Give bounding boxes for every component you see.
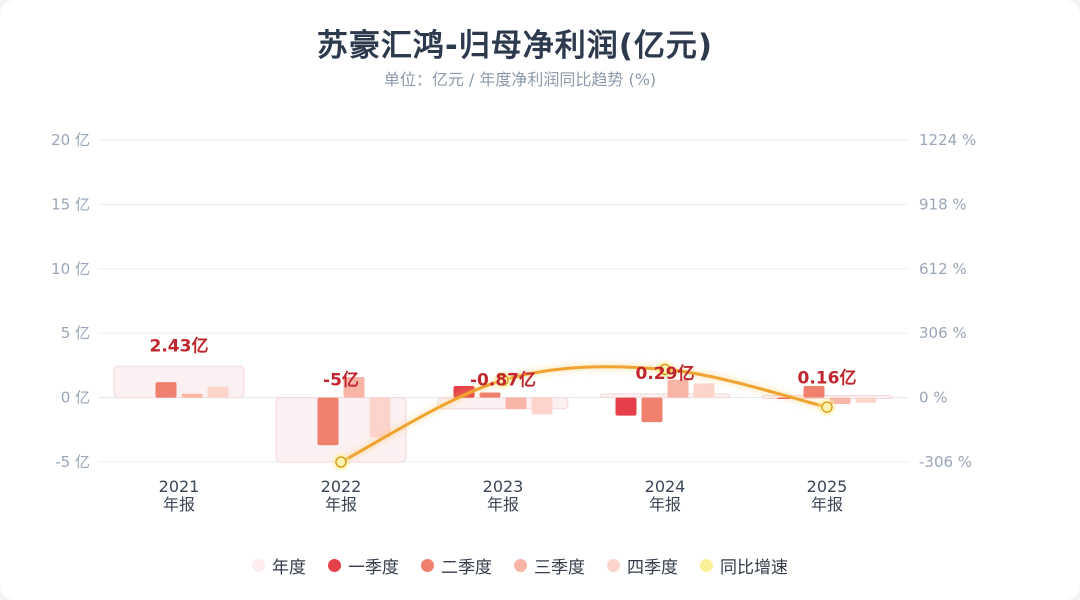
x-axis-tick: 2022 年报 (321, 477, 362, 514)
legend-label: 三季度 (534, 558, 585, 578)
quarter-bar (667, 379, 689, 398)
legend-swatch (252, 559, 265, 572)
legend-label: 一季度 (348, 558, 399, 578)
chart-title: 苏豪汇鸿-归母净利润(亿元) (316, 28, 714, 64)
quarter-bar (369, 397, 391, 438)
yoy-point (659, 363, 671, 376)
legend-item[interactable]: 四季度 (607, 553, 678, 578)
legend-label: 二季度 (441, 558, 492, 578)
y-axis-right-tick: 918 % (919, 195, 967, 213)
quarter-bar (855, 397, 877, 403)
quarter-bar (531, 397, 553, 415)
legend-label: 四季度 (627, 558, 678, 578)
legend-swatch (421, 559, 434, 572)
legend-label: 同比增速 (720, 558, 788, 578)
legend-item[interactable]: 三季度 (514, 553, 585, 578)
quarter-bar (641, 397, 663, 423)
quarter-bar (343, 376, 365, 398)
y-axis-right-tick: 612 % (919, 260, 967, 278)
legend-swatch (607, 559, 620, 572)
annual-value-label: 0.29亿 (636, 363, 695, 384)
y-axis-right-tick: 306 % (919, 324, 967, 342)
legend-item[interactable]: 年度 (252, 553, 306, 578)
annual-value-label: -0.87亿 (470, 370, 536, 391)
quarter-bar (207, 386, 229, 398)
x-axis-tick: 2023 年报 (483, 477, 524, 514)
yoy-point (497, 374, 509, 386)
yoy-line-glow (339, 363, 828, 465)
legend-label: 年度 (272, 558, 306, 578)
y-axis-right-tick: 1224 % (919, 131, 976, 149)
y-axis-right-tick: -306 % (919, 453, 972, 471)
y-axis-left-tick: 5 亿 (61, 324, 90, 342)
quarter-bar (155, 382, 177, 398)
x-axis-tick: 2025 年报 (807, 477, 848, 514)
annual-value-label: 0.16亿 (798, 368, 857, 389)
y-axis-left-tick: -5 亿 (55, 453, 90, 471)
yoy-point (335, 456, 347, 468)
yoy-line (339, 365, 829, 464)
quarter-bar (317, 397, 339, 446)
quarter-bar (615, 397, 637, 416)
legend: 年度 一季度 二季度 三季度 四季度 同比增速 (0, 553, 1040, 578)
legend-swatch (514, 559, 527, 572)
legend-swatch (700, 559, 713, 572)
y-axis-left-tick: 20 亿 (51, 131, 90, 149)
x-axis-tick: 2024 年报 (645, 477, 686, 514)
y-axis-left-tick: 10 亿 (51, 260, 90, 278)
x-axis-tick: 2021 年报 (159, 477, 200, 514)
quarter-bar (479, 392, 501, 398)
annual-value-label: -5亿 (323, 370, 359, 391)
annual-value-label: 2.43亿 (150, 335, 209, 356)
quarter-bar (803, 386, 825, 398)
y-axis-left-tick: 15 亿 (51, 195, 90, 213)
y-axis-left-tick: 0 亿 (61, 389, 90, 407)
legend-item[interactable]: 一季度 (328, 553, 399, 578)
quarter-bar (505, 397, 527, 410)
legend-swatch (328, 559, 341, 572)
legend-item[interactable]: 二季度 (421, 553, 492, 578)
quarter-bar (181, 393, 203, 398)
chart-subtitle: 单位：亿元 / 年度净利润同比趋势 (%) (383, 70, 657, 89)
quarter-bar (829, 397, 851, 405)
quarter-bar (693, 383, 715, 398)
legend-item[interactable]: 同比增速 (700, 553, 788, 578)
y-axis-right-tick: 0 % (919, 389, 948, 407)
yoy-point (821, 401, 833, 413)
